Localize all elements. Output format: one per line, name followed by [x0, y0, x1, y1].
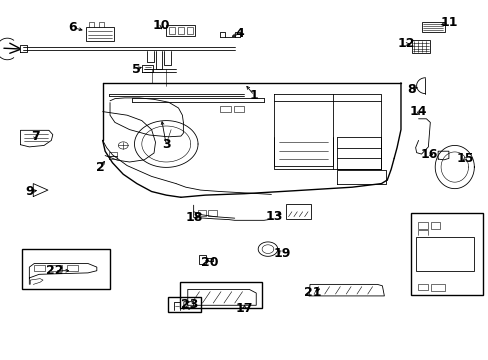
- Bar: [186, 27, 192, 34]
- Bar: [166, 25, 194, 36]
- Text: 17: 17: [235, 302, 253, 315]
- Text: 14: 14: [409, 105, 427, 118]
- Bar: [285, 204, 310, 219]
- Bar: [410, 213, 482, 295]
- Text: 2: 2: [96, 161, 104, 174]
- Text: 10: 10: [152, 19, 170, 32]
- Text: 22: 22: [46, 264, 63, 277]
- Bar: [180, 282, 262, 308]
- Text: 11: 11: [439, 16, 457, 29]
- Text: 21: 21: [304, 286, 321, 299]
- Text: 9: 9: [25, 185, 34, 198]
- Bar: [169, 27, 175, 34]
- Bar: [197, 210, 206, 216]
- Bar: [198, 255, 206, 264]
- Bar: [421, 22, 444, 32]
- Text: 19: 19: [273, 247, 291, 260]
- Bar: [415, 237, 473, 271]
- Bar: [417, 222, 427, 229]
- Text: 7: 7: [31, 130, 40, 143]
- Bar: [208, 210, 217, 216]
- Bar: [51, 265, 61, 271]
- Text: 12: 12: [396, 37, 414, 50]
- Bar: [67, 265, 78, 271]
- Bar: [430, 222, 439, 229]
- Bar: [430, 284, 444, 291]
- Text: 23: 23: [181, 298, 198, 311]
- Bar: [34, 265, 45, 271]
- Text: 13: 13: [264, 210, 282, 222]
- Bar: [233, 106, 244, 112]
- Bar: [411, 40, 429, 53]
- Bar: [22, 249, 109, 289]
- Bar: [85, 27, 114, 41]
- Bar: [178, 27, 183, 34]
- Text: 6: 6: [68, 21, 77, 34]
- Text: 20: 20: [200, 256, 218, 269]
- Text: 8: 8: [407, 83, 415, 96]
- Text: 16: 16: [420, 148, 437, 161]
- Text: 15: 15: [456, 152, 473, 165]
- Bar: [168, 297, 201, 312]
- Text: 4: 4: [235, 27, 244, 40]
- Text: 5: 5: [131, 63, 140, 76]
- Bar: [417, 284, 427, 290]
- Text: 3: 3: [162, 138, 170, 151]
- Text: 1: 1: [249, 89, 258, 102]
- Text: 18: 18: [185, 211, 203, 224]
- Bar: [220, 106, 230, 112]
